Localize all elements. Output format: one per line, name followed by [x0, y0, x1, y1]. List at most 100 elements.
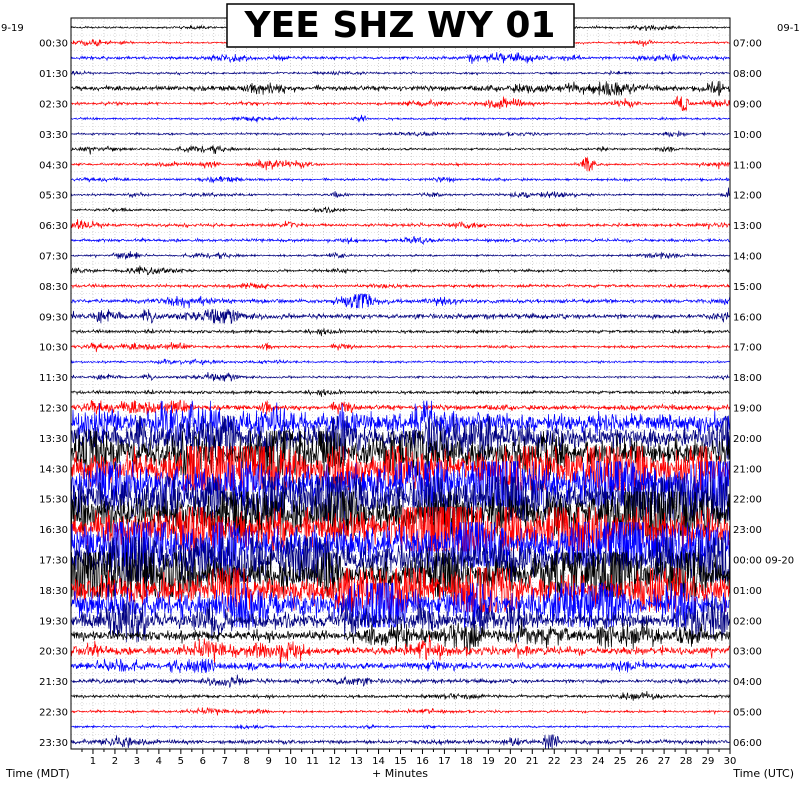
trace-row-25 — [70, 388, 731, 397]
right-time-label: 02:00 — [733, 616, 762, 627]
x-tick-label: 14 — [372, 756, 385, 767]
left-time-label: 21:30 — [39, 677, 68, 688]
trace-row-41 — [70, 618, 731, 656]
trace-row-22 — [70, 342, 731, 353]
left-time-label: 01:30 — [39, 69, 68, 80]
trace-row-36 — [70, 536, 731, 582]
x-tick-label: 26 — [636, 756, 649, 767]
right-time-label: 07:00 — [733, 39, 762, 50]
right-time-label: 13:00 — [733, 221, 762, 232]
x-tick-label: 3 — [134, 756, 140, 767]
right-time-label: 03:00 — [733, 647, 762, 658]
x-tick-label: 22 — [548, 756, 561, 767]
left-time-label: 19:30 — [39, 616, 68, 627]
trace-row-10 — [70, 157, 731, 172]
left-time-label: 07:30 — [39, 252, 68, 263]
left-time-label: 18:30 — [39, 586, 68, 597]
trace-row-38 — [70, 567, 731, 614]
trace-row-5 — [70, 81, 731, 97]
left-time-label: 15:30 — [39, 495, 68, 506]
left-time-label: 11:30 — [39, 373, 68, 384]
trace-row-39 — [70, 582, 731, 628]
x-tick-label: 15 — [394, 756, 407, 767]
x-tick-label: 18 — [460, 756, 473, 767]
x-tick-label: 29 — [702, 756, 715, 767]
trace-row-8 — [70, 130, 731, 138]
left-time-label: 05:30 — [39, 191, 68, 202]
trace-row-37 — [70, 552, 731, 598]
x-tick-label: 28 — [680, 756, 693, 767]
x-tick-label: 27 — [658, 756, 671, 767]
trace-row-26 — [70, 399, 731, 415]
right-time-label: 09:00 — [733, 100, 762, 111]
trace-row-13 — [70, 206, 731, 214]
x-tick-label: 30 — [724, 756, 737, 767]
left-time-label: 06:30 — [39, 221, 68, 232]
x-tick-label: 13 — [350, 756, 363, 767]
trace-row-11 — [70, 176, 730, 184]
left-time-label: 22:30 — [39, 708, 68, 719]
left-time-label: 09:30 — [39, 312, 68, 323]
right-time-label: 17:00 — [733, 343, 762, 354]
left-time-label: 12:30 — [39, 404, 68, 415]
x-tick-label: 12 — [328, 756, 341, 767]
left-date-label: 9-19 — [1, 23, 24, 34]
trace-row-7 — [70, 114, 731, 123]
trace-row-46 — [70, 706, 731, 716]
right-time-labels: 07:00 08:00 09:00 10:00 11:00 12:00 13:00 14:00… — [733, 39, 794, 749]
trace-row-47 — [70, 723, 731, 730]
x-tick-label: 4 — [156, 756, 162, 767]
trace-row-19 — [70, 293, 731, 309]
right-time-label: 11:00 — [733, 160, 762, 171]
x-tick-label: 2 — [112, 756, 118, 767]
left-time-label: 03:30 — [39, 130, 68, 141]
trace-row-12 — [70, 187, 731, 199]
trace-row-43 — [70, 658, 731, 673]
x-tick-label: 5 — [178, 756, 184, 767]
trace-row-17 — [70, 265, 731, 276]
trace-row-21 — [70, 327, 731, 337]
trace-row-44 — [70, 674, 731, 688]
trace-row-3 — [70, 52, 730, 65]
x-tick-label: 6 — [200, 756, 206, 767]
right-time-label: 22:00 — [733, 495, 762, 506]
left-time-label: 08:30 — [39, 282, 68, 293]
trace-row-4 — [70, 69, 731, 77]
left-time-label: 16:30 — [39, 525, 68, 536]
title-box — [226, 3, 575, 48]
right-time-label: 01:00 — [733, 586, 762, 597]
trace-row-16 — [70, 251, 731, 260]
x-axis-label: + Minutes — [372, 767, 428, 780]
left-time-labels: 00:30 01:30 02:30 03:30 04:30 05:30 06:30 07:30… — [39, 39, 68, 749]
trace-row-42 — [70, 635, 731, 669]
right-time-label: 05:00 — [733, 708, 762, 719]
right-time-label: 23:00 — [733, 525, 762, 536]
right-time-label: 15:00 — [733, 282, 762, 293]
trace-row-6 — [70, 95, 730, 111]
trace-lines — [70, 23, 731, 749]
left-time-label: 04:30 — [39, 160, 68, 171]
x-tick-label: 23 — [570, 756, 583, 767]
x-tick-label: 7 — [222, 756, 228, 767]
left-time-label: 14:30 — [39, 464, 68, 475]
trace-row-45 — [70, 691, 731, 701]
trace-row-32 — [70, 475, 731, 522]
x-tick-label: 8 — [244, 756, 250, 767]
trace-row-9 — [70, 144, 730, 155]
trace-row-29 — [70, 430, 731, 476]
x-tick-label: 16 — [416, 756, 429, 767]
left-time-label: 20:30 — [39, 647, 68, 658]
trace-row-48 — [70, 734, 731, 749]
left-time-label: 13:30 — [39, 434, 68, 445]
left-time-label: 10:30 — [39, 343, 68, 354]
right-time-label: 12:00 — [733, 191, 762, 202]
right-date-label: 09-1 — [777, 23, 800, 34]
x-tick-label: 20 — [504, 756, 517, 767]
x-tick-label: 17 — [438, 756, 451, 767]
right-time-label: 00:00 09-20 — [733, 556, 794, 567]
right-time-label: 18:00 — [733, 373, 762, 384]
trace-row-30 — [70, 445, 731, 492]
left-time-label: 17:30 — [39, 556, 68, 567]
right-axis-label: Time (UTC) — [732, 767, 794, 780]
trace-row-18 — [70, 282, 731, 290]
